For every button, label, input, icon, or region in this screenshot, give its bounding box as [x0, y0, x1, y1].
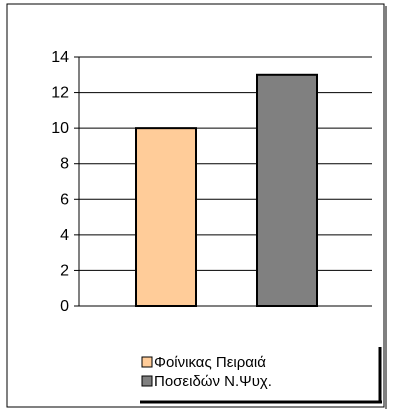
y-tick-label: 8	[60, 156, 69, 173]
y-tick-label: 4	[60, 227, 69, 244]
gridlines	[79, 56, 372, 307]
y-tick-label: 6	[60, 191, 69, 208]
y-tick-label: 10	[51, 120, 69, 137]
y-tick-label: 0	[60, 298, 69, 315]
legend-label-series-1: Φοίνικας Πειραιά	[154, 354, 266, 371]
y-axis	[74, 56, 80, 307]
legend-swatch-series-2	[141, 375, 153, 387]
y-tick-label: 12	[51, 85, 69, 102]
bar-1	[135, 127, 197, 307]
legend-label-series-2: Ποσειδών Ν.Ψυχ.	[154, 373, 272, 390]
bars	[135, 73, 318, 307]
bar-2	[256, 73, 318, 307]
y-tick-label: 14	[51, 49, 69, 66]
y-tick-label: 2	[60, 262, 69, 279]
y-tick-labels: 0 2 4 6 8 10 12 14	[51, 49, 69, 315]
legend-swatch-series-1	[141, 356, 153, 368]
legend: Φοίνικας Πειραιά Ποσειδών Ν.Ψυχ.	[141, 354, 272, 390]
